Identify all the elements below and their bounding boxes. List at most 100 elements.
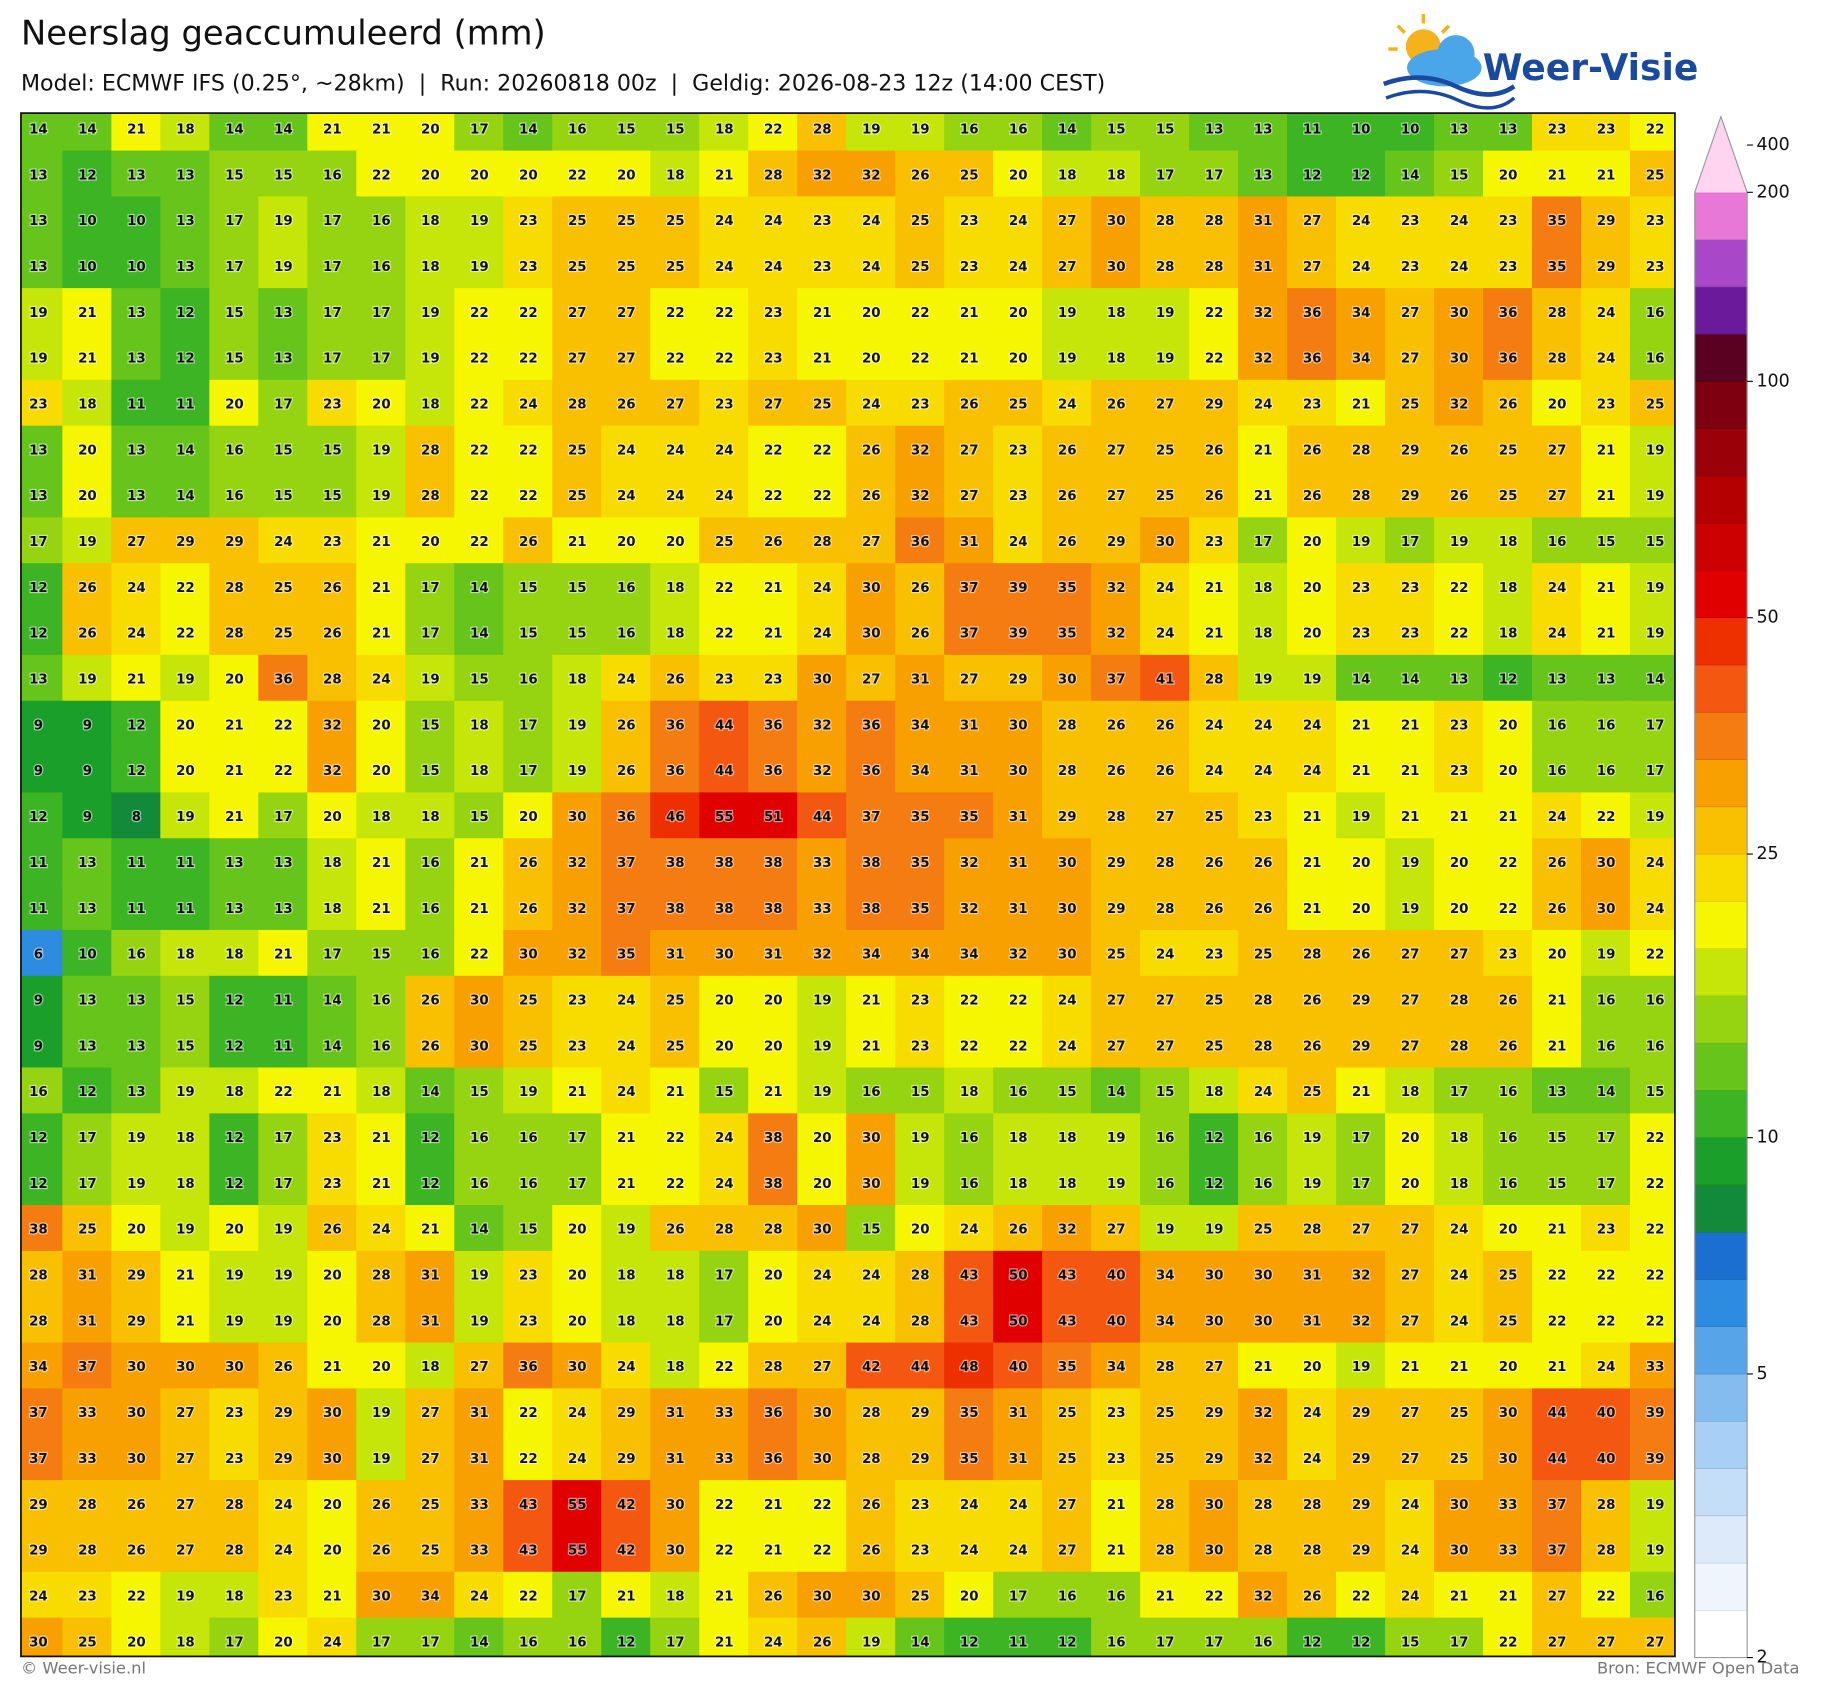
precip-value: 22 <box>1597 1589 1616 1604</box>
precip-value: 29 <box>29 1498 48 1513</box>
precip-value: 29 <box>1352 1452 1371 1467</box>
precip-value: 15 <box>1401 1635 1420 1650</box>
precip-cell <box>895 517 946 565</box>
precip-value: 25 <box>911 260 930 275</box>
precip-value: 22 <box>1646 1314 1665 1329</box>
precip-cell <box>601 242 652 290</box>
precip-value: 17 <box>1401 535 1420 550</box>
precip-value: 18 <box>666 1589 685 1604</box>
precip-value: 30 <box>470 1039 489 1054</box>
colorbar-segment <box>1694 806 1748 855</box>
precip-value: 20 <box>1499 1223 1518 1238</box>
precip-value: 23 <box>1107 1406 1126 1421</box>
precip-value: 21 <box>372 1131 391 1146</box>
precip-value: 20 <box>1352 902 1371 917</box>
precip-value: 24 <box>1597 1360 1616 1375</box>
precip-value: 23 <box>225 1452 244 1467</box>
precip-cell <box>20 425 64 473</box>
precip-cell <box>454 884 505 932</box>
precip-value: 21 <box>176 1269 195 1284</box>
precip-cell <box>797 929 848 977</box>
precip-cell <box>209 1067 260 1115</box>
precip-cell <box>160 609 211 657</box>
precip-value: 11 <box>127 856 146 871</box>
precip-cell <box>895 609 946 657</box>
precip-cell <box>20 563 64 611</box>
precip-value: 19 <box>911 1131 930 1146</box>
precip-value: 17 <box>323 260 342 275</box>
precip-value: 17 <box>323 306 342 321</box>
precip-value: 36 <box>666 718 685 733</box>
precip-value: 24 <box>1205 764 1224 779</box>
precip-cell <box>1385 425 1436 473</box>
precip-value: 26 <box>323 1223 342 1238</box>
precip-value: 23 <box>1597 1223 1616 1238</box>
precip-cell <box>405 150 456 198</box>
precip-cell <box>1140 288 1191 336</box>
precip-value: 12 <box>78 1085 97 1100</box>
precip-cell <box>944 929 995 977</box>
precip-value: 31 <box>78 1269 97 1284</box>
precip-value: 24 <box>764 1635 783 1650</box>
precip-cell <box>405 196 456 244</box>
precip-cell <box>1238 242 1289 290</box>
precip-value: 13 <box>176 214 195 229</box>
precip-value: 20 <box>1499 764 1518 779</box>
precip-value: 15 <box>323 489 342 504</box>
precip-cell <box>62 654 113 702</box>
precip-value: 28 <box>715 1223 734 1238</box>
precip-value: 13 <box>1548 1085 1567 1100</box>
precip-value: 33 <box>715 1452 734 1467</box>
precip-cell <box>699 609 750 657</box>
precip-value: 17 <box>78 1177 97 1192</box>
precip-value: 12 <box>1352 1635 1371 1650</box>
precip-cell <box>846 792 897 840</box>
precip-value: 18 <box>176 122 195 137</box>
precip-cell <box>1385 288 1436 336</box>
precip-value: 26 <box>911 581 930 596</box>
precip-cell <box>1532 150 1583 198</box>
precip-cell <box>1532 1159 1583 1207</box>
precip-cell <box>1434 333 1485 381</box>
precip-value: 16 <box>372 993 391 1008</box>
precip-value: 23 <box>715 397 734 412</box>
precip-cell <box>1238 150 1289 198</box>
precip-value: 28 <box>764 168 783 183</box>
precip-cell <box>1042 196 1093 244</box>
precip-value: 19 <box>1107 1131 1126 1146</box>
precip-cell <box>699 1205 750 1253</box>
precip-cell <box>258 288 309 336</box>
precip-value: 12 <box>617 1635 636 1650</box>
precip-value: 18 <box>960 1085 979 1100</box>
precip-cell <box>111 975 162 1023</box>
precip-value: 21 <box>617 1177 636 1192</box>
precip-cell <box>1287 563 1338 611</box>
precip-value: 13 <box>29 489 48 504</box>
precip-value: 17 <box>372 352 391 367</box>
precip-value: 21 <box>1352 718 1371 733</box>
precip-cell <box>1336 196 1387 244</box>
precip-cell <box>1483 288 1534 336</box>
precip-value: 19 <box>1646 1498 1665 1513</box>
precip-cell <box>650 471 701 519</box>
precip-value: 31 <box>960 535 979 550</box>
precip-cell <box>405 884 456 932</box>
precip-cell <box>1091 242 1142 290</box>
precip-value: 36 <box>764 718 783 733</box>
precip-cell <box>1630 288 1675 336</box>
precip-value: 23 <box>1401 627 1420 642</box>
precip-value: 24 <box>1058 397 1077 412</box>
precip-cell <box>1140 929 1191 977</box>
precip-value: 22 <box>1646 948 1665 963</box>
precip-value: 28 <box>78 1498 97 1513</box>
precip-cell <box>62 609 113 657</box>
precip-value: 30 <box>1597 902 1616 917</box>
precip-value: 14 <box>323 993 342 1008</box>
precip-cell <box>552 333 603 381</box>
precip-cell <box>111 884 162 932</box>
precip-value: 26 <box>1156 718 1175 733</box>
precip-value: 20 <box>1401 1131 1420 1146</box>
precip-cell <box>405 333 456 381</box>
precip-cell <box>62 1067 113 1115</box>
precip-value: 34 <box>862 948 881 963</box>
